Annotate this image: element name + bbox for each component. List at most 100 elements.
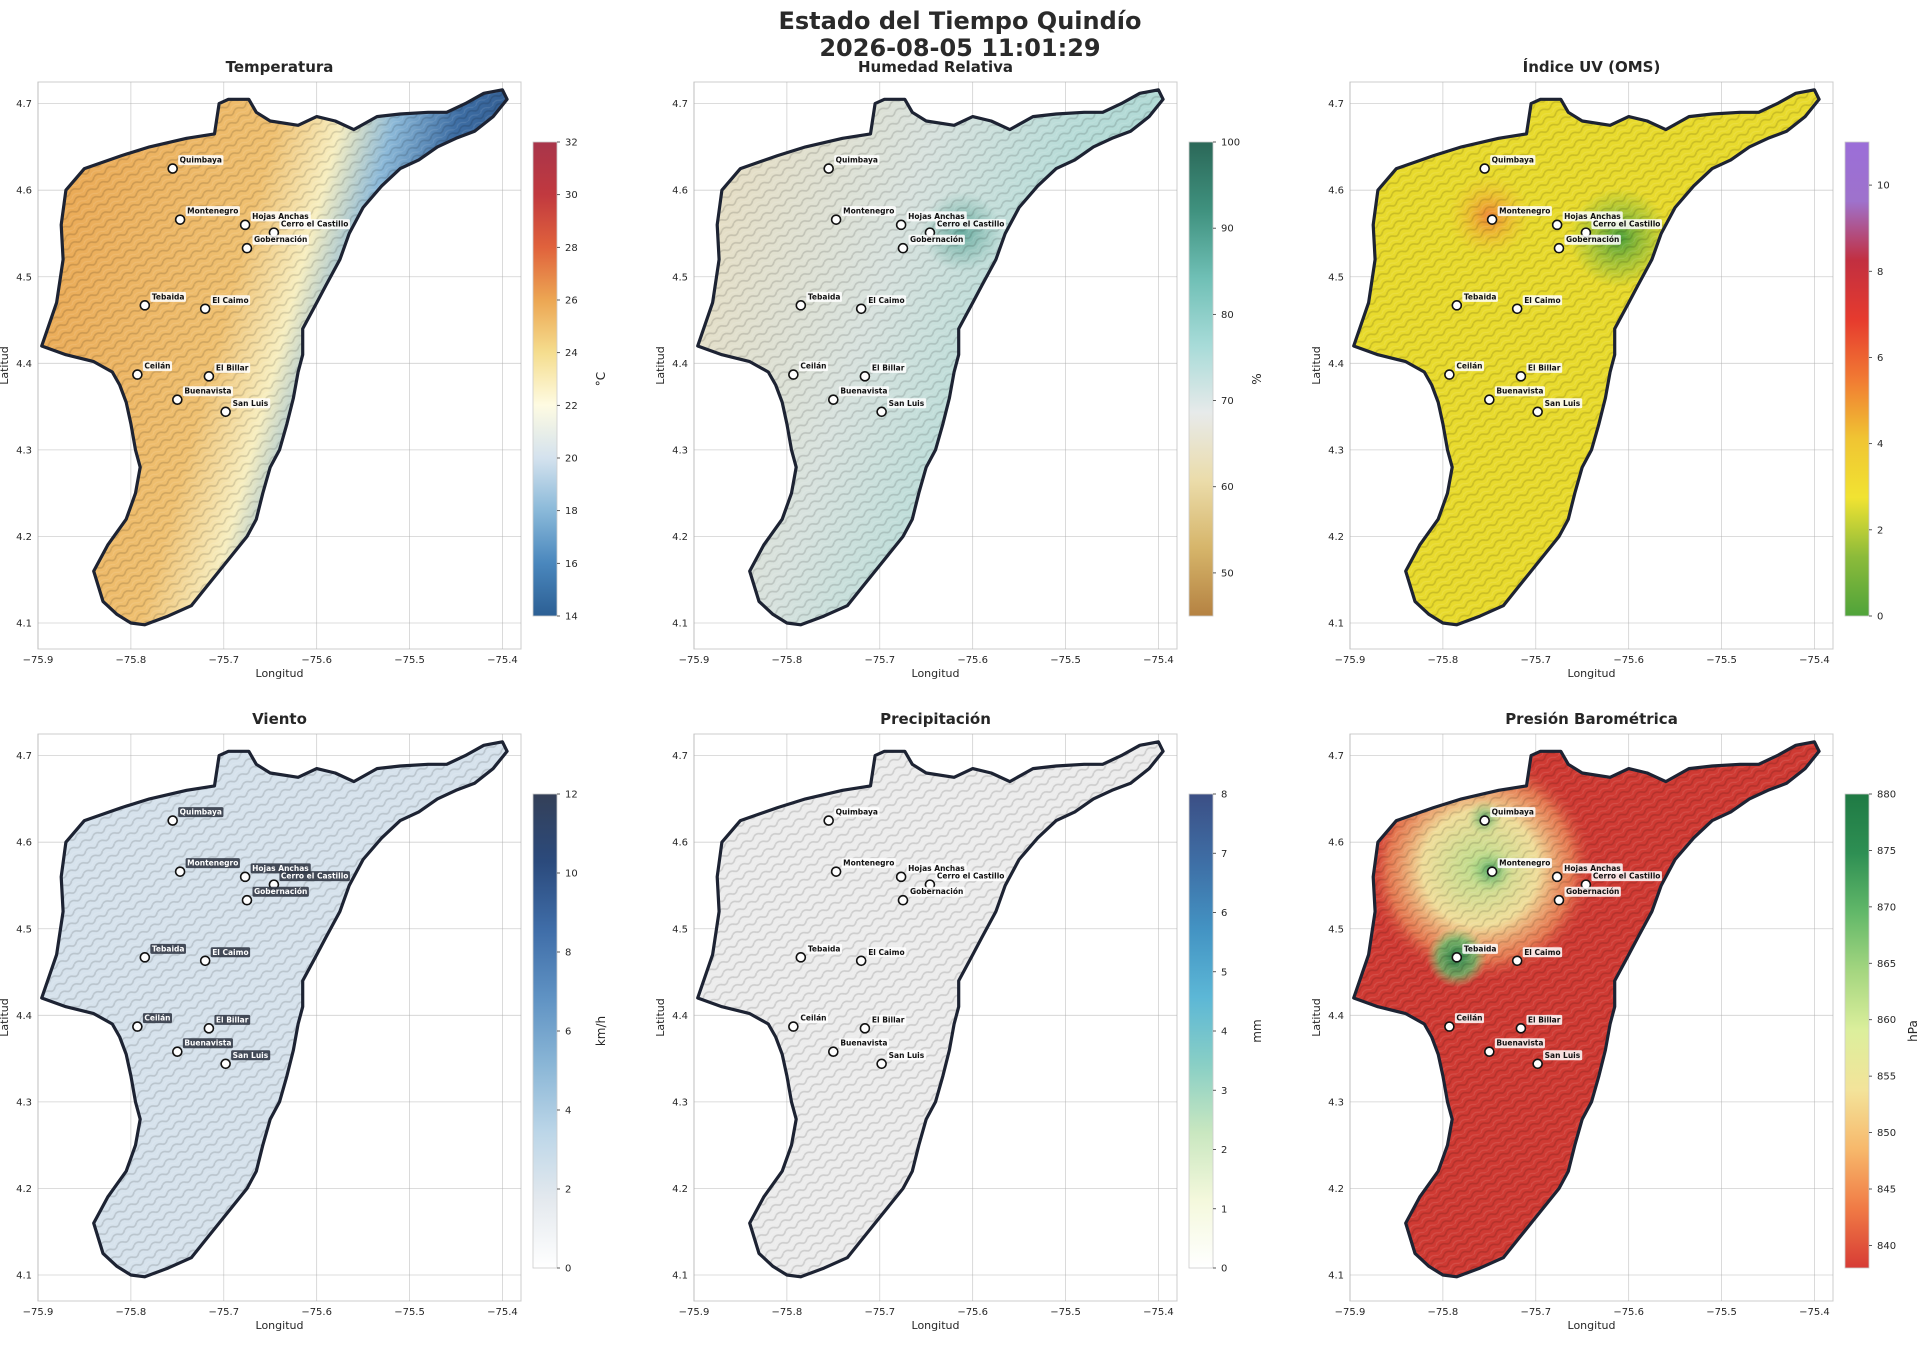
station-marker [132, 1021, 143, 1032]
station-label-bg [1564, 886, 1621, 897]
station-label: Cerro el Castillo [281, 220, 349, 229]
colorbar-tick-label: 90 [1221, 224, 1234, 235]
station-label: El Caimo [868, 296, 904, 305]
colorbar-tick-label: 28 [565, 243, 578, 254]
station-label-bg [866, 295, 907, 306]
colorbar-tick-label: 8 [1877, 267, 1883, 278]
colorbar [1844, 793, 1870, 1269]
station-label-bg [1490, 155, 1536, 166]
station-label-bg [182, 386, 233, 397]
station-marker [1479, 163, 1490, 174]
y-tick-label: 4.6 [16, 186, 32, 197]
station-marker [199, 955, 211, 967]
colorbar-tick-label: 20 [565, 454, 578, 465]
station-marker [1515, 371, 1527, 382]
panel-title: Presión Barométrica [1505, 710, 1678, 728]
y-axis-label: Latitud [1310, 346, 1323, 385]
station-marker [203, 1023, 215, 1034]
station-label: El Billar [216, 363, 249, 372]
station-label: Ceilán [800, 362, 826, 371]
x-tick-label: −75.4 [1799, 1307, 1830, 1318]
x-tick-label: −75.5 [394, 655, 425, 666]
y-tick-label: 4.5 [1328, 924, 1344, 935]
station-label: Buenavista [184, 387, 231, 396]
x-tick-label: −75.6 [301, 655, 332, 666]
panel-title: Precipitación [880, 710, 991, 728]
station-label-bg [834, 807, 880, 818]
station-label-bg [1591, 871, 1662, 882]
station-marker [220, 1058, 231, 1070]
colorbar-tick-label: 8 [565, 948, 571, 959]
x-tick-label: −75.8 [1428, 655, 1459, 666]
x-tick-label: −75.6 [301, 1307, 332, 1318]
panel-presion: Presión Barométrica −75.9 −75.8 −75.7 −75.6 −… [1310, 710, 1920, 1332]
station-marker [823, 815, 834, 826]
colorbar-tick-label: 10 [1877, 181, 1890, 192]
x-tick-label: −75.5 [394, 1307, 425, 1318]
panel-viento: Viento −75.9 −75.8 −75.7 −75.6 −75.5 −75.4 4.1 4… [0, 710, 608, 1332]
station-label: Buenavista [1496, 1039, 1543, 1048]
y-tick-label: 4.6 [672, 838, 688, 849]
station-label-bg [1494, 1038, 1545, 1049]
colorbar-tick-label: 7 [1221, 849, 1227, 860]
station-label: El Billar [1528, 363, 1561, 372]
y-tick-label: 4.6 [16, 838, 32, 849]
department-boundary [696, 740, 1165, 1279]
x-axis-label: Longitud [1568, 1319, 1616, 1332]
station-marker [174, 214, 186, 225]
station-marker [1553, 242, 1565, 254]
x-tick-label: −75.9 [1335, 655, 1366, 666]
colorbar-tick-label: 880 [1877, 790, 1896, 801]
colorbar-tick-label: 26 [565, 296, 578, 307]
x-tick-label: −75.6 [1613, 1307, 1644, 1318]
colorbar [1844, 141, 1870, 617]
colorbar-tick-label: 855 [1877, 1072, 1896, 1083]
station-label-bg [1564, 234, 1621, 245]
station-label: El Caimo [868, 948, 904, 957]
x-tick-label: −75.9 [23, 1307, 54, 1318]
y-tick-label: 4.5 [672, 924, 688, 935]
colorbar [532, 141, 558, 617]
station-marker [1486, 866, 1498, 877]
station-label-bg [185, 858, 240, 869]
station-label: El Billar [1528, 1015, 1561, 1024]
colorbar-tick-label: 5 [1221, 967, 1227, 978]
colorbar [1188, 793, 1214, 1269]
station-label: Gobernación [1566, 887, 1619, 896]
station-label-bg [908, 234, 965, 245]
station-label: Quimbaya [1492, 808, 1534, 817]
station-marker [859, 1023, 871, 1034]
x-axis-label: Longitud [256, 1319, 304, 1332]
x-tick-label: −75.6 [957, 1307, 988, 1318]
colorbar-tick-label: 850 [1877, 1128, 1896, 1139]
colorbar-tick-label: 870 [1877, 902, 1896, 913]
y-tick-label: 4.2 [672, 532, 688, 543]
x-tick-label: −75.8 [116, 1307, 147, 1318]
station-label: Montenegro [187, 207, 238, 216]
y-tick-label: 4.4 [672, 1011, 688, 1022]
station-label: Cerro el Castillo [937, 872, 1005, 881]
station-marker [1553, 894, 1565, 906]
station-label-bg [279, 871, 350, 882]
station-label: Gobernación [910, 235, 963, 244]
colorbar-tick-label: 2 [1221, 1145, 1227, 1156]
x-tick-label: −75.5 [1050, 655, 1081, 666]
y-tick-label: 4.1 [16, 619, 32, 630]
station-marker [828, 1046, 839, 1057]
department-boundary [1352, 88, 1821, 627]
station-marker [172, 1046, 183, 1057]
station-label-bg [834, 155, 880, 166]
x-tick-label: −75.6 [957, 655, 988, 666]
y-tick-label: 4.5 [16, 272, 32, 283]
station-marker [1484, 1046, 1495, 1057]
colorbar-tick-label: 18 [565, 506, 578, 517]
station-label-bg [1543, 1050, 1583, 1061]
station-label-bg [841, 858, 896, 869]
station-marker [795, 952, 807, 963]
x-tick-label: −75.8 [116, 655, 147, 666]
station-label-bg [214, 362, 251, 373]
colorbar-tick-label: 24 [565, 348, 578, 359]
station-marker [1451, 300, 1463, 311]
station-label: Tebaida [808, 944, 841, 953]
station-label: Ceilán [144, 362, 170, 371]
